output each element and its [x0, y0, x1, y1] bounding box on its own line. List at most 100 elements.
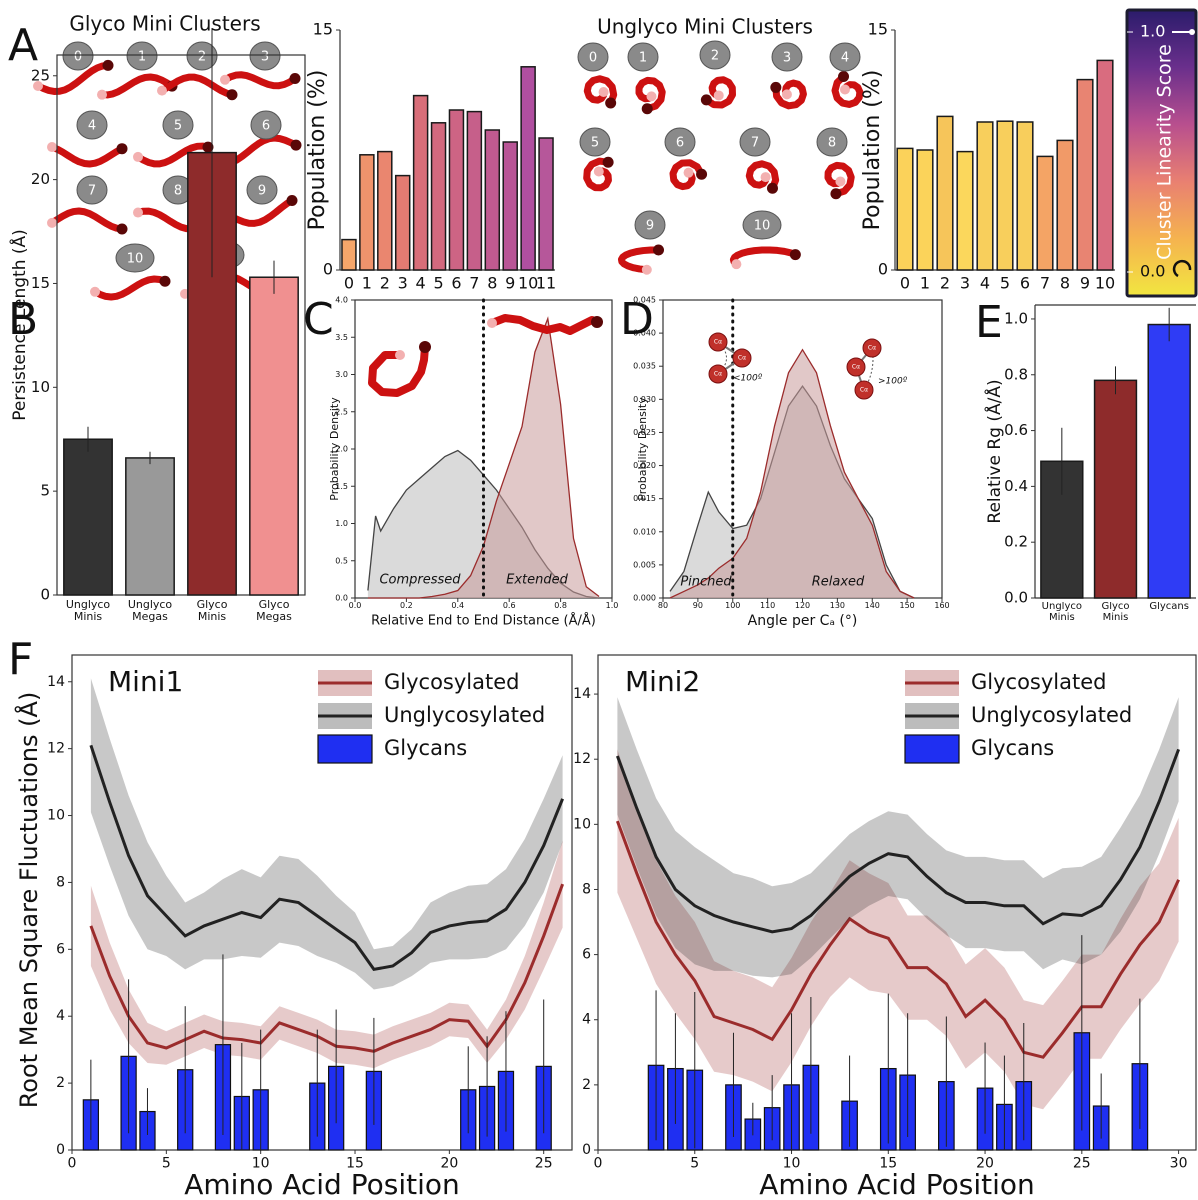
x-tick-label: 3: [960, 274, 970, 293]
cluster-label: 0: [74, 50, 82, 65]
x-tick-label: 0: [344, 274, 354, 293]
x-tick-label: 0: [594, 1155, 603, 1171]
legend-label: Glycosylated: [971, 670, 1107, 694]
x-tick-label: 0: [900, 274, 910, 293]
chain: [702, 76, 736, 109]
bar: [520, 66, 536, 271]
cluster-label: 3: [261, 50, 269, 65]
y-tick-label: 3.5: [335, 333, 348, 342]
x-tick-label: 110: [760, 601, 775, 610]
cluster-badge: [250, 110, 282, 140]
cluster-badge: [634, 210, 666, 240]
y-tick-label: 0.4: [1004, 477, 1028, 495]
y-axis-label: Probability Density: [636, 397, 649, 501]
colorbar-tick-label: 0.0: [1140, 262, 1165, 281]
y-tick-label: 0.045: [633, 296, 656, 305]
y-tick-label: 1.0: [335, 519, 348, 528]
y-tick-label: 0.040: [633, 329, 656, 338]
legend-label: Glycosylated: [384, 670, 520, 694]
x-tick-label: 11: [536, 274, 556, 293]
y-tick-label: 14: [573, 686, 591, 702]
y-tick-label: 4.0: [335, 296, 348, 305]
chain: [48, 143, 126, 168]
cluster-badge: [739, 127, 771, 157]
cluster-badge: [76, 110, 108, 140]
chart-title: Mini2: [625, 665, 700, 698]
bar: [936, 115, 954, 271]
chain-end: [289, 73, 301, 85]
x-tick-label: 0.0: [349, 601, 362, 610]
x-tick-label: Unglyco Minis: [65, 599, 111, 623]
chain-end: [116, 223, 128, 235]
bar: [1016, 121, 1034, 271]
area-fill: [367, 318, 600, 598]
panel-letter: F: [8, 634, 33, 685]
x-tick-label: 6: [1020, 274, 1030, 293]
series-line: [615, 748, 1181, 934]
x-tick-label: 0.6: [503, 601, 516, 610]
cluster-badge: [76, 175, 108, 205]
cluster-badge: [126, 41, 158, 71]
x-axis-label: Angle per Cₐ (°): [748, 613, 858, 629]
chain: [221, 71, 299, 90]
error-band: [90, 678, 563, 990]
series-line: [89, 883, 565, 1053]
y-axis-label: Population (%): [305, 70, 330, 231]
x-tick-label: 5: [433, 274, 443, 293]
y-tick-label: 12: [573, 751, 591, 767]
chain-start: [395, 350, 405, 360]
x-tick-label: 20: [976, 1155, 994, 1171]
cluster-badge: [577, 42, 609, 72]
x-tick-label-box: Glyco Megas: [256, 599, 292, 622]
cluster-badge: [186, 41, 218, 71]
chain-end: [226, 89, 238, 101]
y-tick-label: 5: [40, 482, 50, 500]
y-tick-label: 0.0: [335, 594, 348, 603]
chain: [831, 72, 864, 108]
y-axis-label: Persistence Length (Å): [8, 229, 30, 421]
bar: [1036, 155, 1054, 271]
x-tick-label-box: Glycans: [1149, 602, 1189, 612]
y-tick-label: 0: [878, 260, 888, 279]
density-line: [367, 316, 600, 599]
y-tick-label: 25: [31, 66, 50, 84]
x-tick-label: 80: [658, 601, 668, 610]
y-tick-label: 10: [573, 816, 591, 832]
bar: [63, 438, 113, 596]
chain-end: [102, 59, 114, 71]
y-tick-label: 6: [56, 941, 65, 957]
bar: [430, 122, 447, 271]
chain: [368, 343, 429, 397]
x-tick-label: 3: [398, 274, 408, 293]
x-tick-label-box: Unglyco Minis: [1042, 602, 1082, 622]
x-tick-label: 6: [451, 274, 461, 293]
chain: [91, 275, 169, 301]
x-tick-label: 10: [252, 1155, 270, 1171]
y-axis-label: Root Mean Square Fluctuations (Å): [14, 692, 43, 1109]
x-tick-label: 4: [980, 274, 990, 293]
x-tick-label: Glycans: [1149, 602, 1189, 612]
atom-label: Cα: [860, 387, 868, 394]
cluster-badge: [162, 110, 194, 140]
chain-start: [781, 89, 792, 100]
chain: [617, 246, 663, 274]
cluster-badge: [816, 127, 848, 157]
colorbar-tick-label: 1.0: [1140, 22, 1165, 41]
bar: [956, 150, 974, 271]
bar: [896, 147, 914, 271]
x-tick-label: 15: [346, 1155, 364, 1171]
x-axis-label: Amino Acid Position: [759, 1168, 1035, 1200]
bar: [484, 129, 501, 271]
bar: [916, 149, 934, 271]
y-axis-label: Relative Rg (Å/Å): [983, 379, 1005, 523]
x-axis-label: Amino Acid Position: [184, 1168, 460, 1200]
legend-label: Glycans: [971, 736, 1054, 760]
bar: [125, 457, 175, 596]
cluster-label: 10: [754, 219, 771, 234]
cluster-label: 3: [783, 51, 791, 66]
x-tick-label: 2: [380, 274, 390, 293]
annotation: Pinched: [680, 575, 732, 590]
chain-start: [33, 81, 43, 91]
chain-start: [731, 259, 742, 270]
